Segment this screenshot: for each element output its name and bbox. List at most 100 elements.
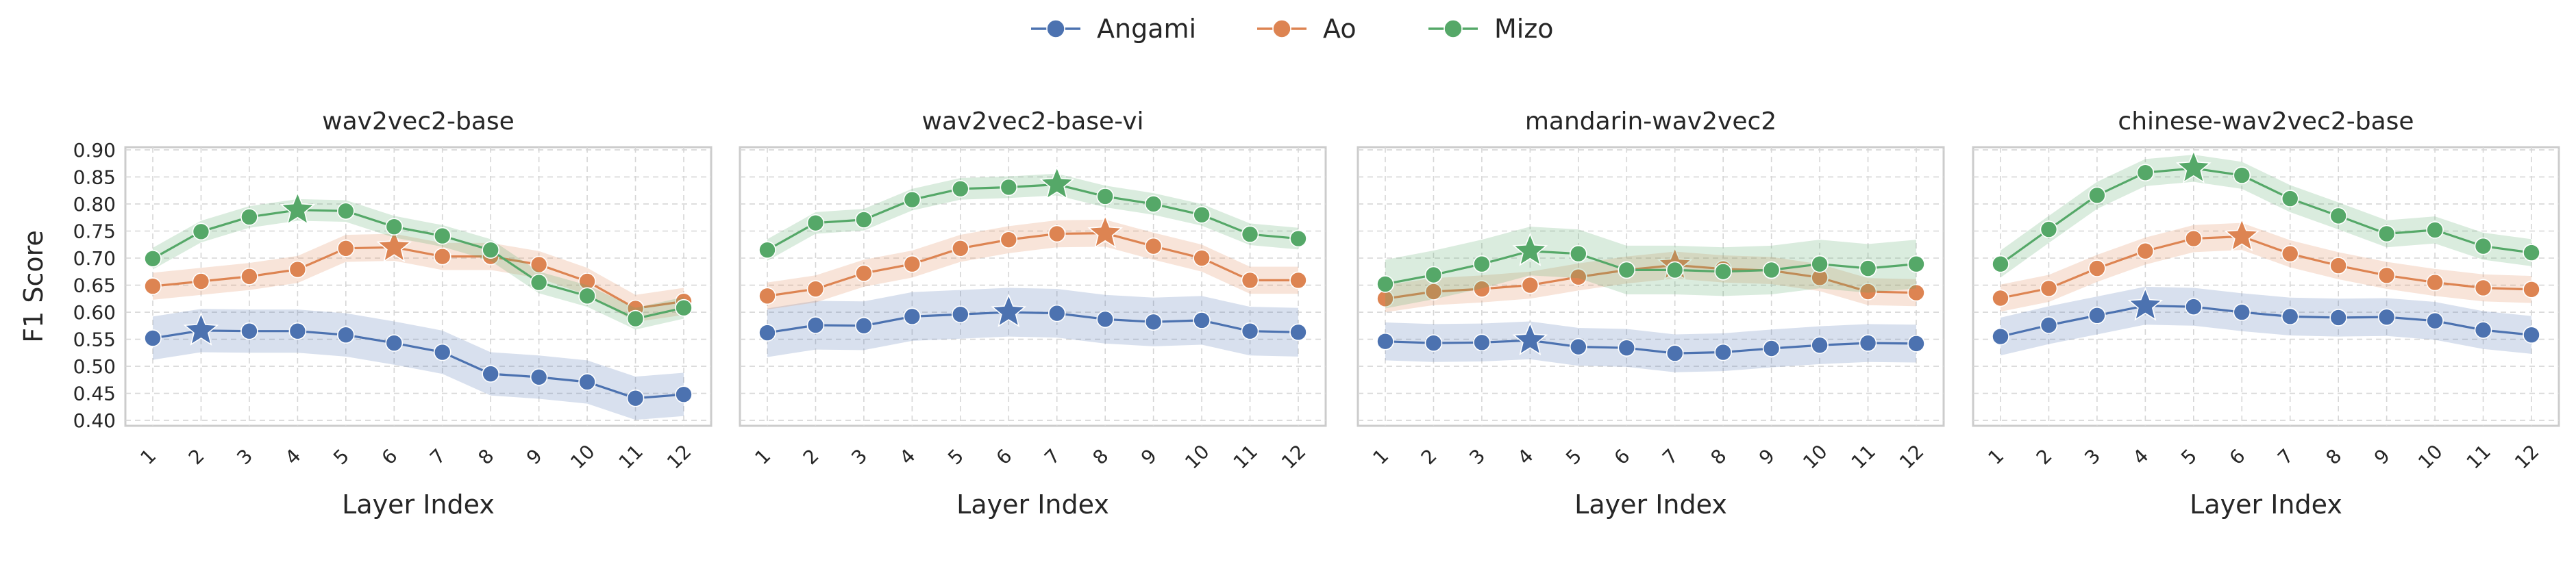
plot-area [124,146,713,427]
confidence-band-angami [1385,321,1916,372]
x-tick-label: 4 [1513,444,1538,469]
data-point-mizo [2474,237,2492,255]
data-point-angami [2040,316,2058,334]
x-tick-label: 12 [2510,440,2544,474]
legend-item-ao: Ao [1257,14,1357,44]
data-point-ao [2136,242,2155,260]
data-point-mizo [1665,261,1684,279]
data-point-angami [1048,304,1066,322]
x-tick-label: 2 [799,444,823,469]
x-tick-label: 11 [615,440,648,474]
x-tick-label: 5 [329,444,354,469]
x-tick-label: 9 [522,444,547,469]
data-point-ao [1859,283,1877,301]
data-point-ao [2329,257,2347,275]
data-point-ao [1241,271,1259,290]
x-tick-label: 2 [184,444,209,469]
confidence-band-angami [153,309,684,420]
data-point-mizo [2523,244,2540,262]
data-point-ao [758,287,776,305]
confidence-band-angami [767,288,1298,357]
x-tick-label: 3 [232,444,257,469]
x-tick-label: 9 [2370,444,2394,469]
panel-4: 1 2 3 4 5 6 7 8 9 10 11 12chinese-wav2vec2-baseLaye… [1972,107,2560,520]
data-point-angami [337,326,355,344]
series-angami [1376,321,1925,372]
legend-label-ao: Ao [1323,14,1357,44]
confidence-band-mizo [2001,155,2531,278]
data-point-ao [1992,289,2009,307]
data-point-mizo [1144,195,1163,213]
y-tick-label: 0.55 [73,329,116,351]
data-point-angami [1473,333,1491,352]
panel-title: wav2vec2-base-vi [922,107,1144,136]
data-point-angami [1193,311,1211,329]
confidence-band-ao [2001,222,2531,312]
x-tick-label: 11 [1229,440,1263,474]
x-tick-label: 7 [425,444,450,469]
data-point-angami [2377,308,2396,326]
data-point-ao [1000,231,1018,249]
data-point-mizo [1811,255,1829,273]
data-point-angami [1424,334,1443,352]
data-point-angami [1811,336,1829,355]
data-point-mizo [1193,205,1211,224]
x-tick-label: 5 [943,444,968,469]
data-point-angami [903,307,921,326]
x-tick-label: 12 [662,440,696,474]
x-tick-label: 10 [566,440,599,474]
x-tick-label: 10 [2414,440,2447,474]
confidence-band-ao [767,219,1298,310]
data-point-mizo [1376,275,1394,293]
data-point-angami [1618,339,1636,357]
data-point-angami [675,385,693,403]
x-tick-label: 6 [2225,444,2250,469]
series-mizo [758,166,1307,261]
panel-title: chinese-wav2vec2-base [2118,107,2414,136]
series-mizo [144,191,693,330]
x-tick-label: 4 [281,444,306,469]
data-point-mizo [2426,221,2444,239]
x-tick-label: 5 [1561,444,1586,469]
data-point-angami [1665,344,1684,362]
x-tick-label: 9 [1755,444,1779,469]
x-tick-label: 4 [2129,444,2153,469]
legend-item-angami: Angami [1031,14,1196,44]
data-point-angami [626,389,645,407]
data-point-mizo [578,287,596,305]
panel-title: mandarin-wav2vec2 [1525,107,1776,136]
data-point-ao [2523,281,2540,298]
x-tick-label: 1 [136,444,160,469]
best-layer-star-ao [1087,214,1124,249]
data-point-angami [1859,334,1877,352]
x-tick-label: 5 [2177,444,2201,469]
data-point-ao [1289,271,1307,290]
data-point-angami [385,334,404,352]
data-point-ao [855,264,873,282]
chart-panels: 0.40 0.45 0.50 0.55 0.60 0.65 0.70 0.75 0.80 0.85… [18,107,2560,520]
legend: Angami Ao Mizo [1031,14,1554,44]
data-point-angami [2185,298,2203,316]
data-point-angami [240,322,258,340]
legend-marker-ao [1272,19,1291,38]
x-tick-label: 8 [2321,444,2346,469]
data-point-ao [2088,259,2106,277]
data-point-mizo [855,211,873,229]
x-tick-label: 12 [1277,440,1311,474]
data-point-ao [2377,266,2396,285]
x-tick-label: 10 [1798,440,1832,474]
x-tick-label: 1 [1368,444,1393,469]
x-axis-title: Layer Index [956,489,1109,520]
data-point-angami [758,324,776,342]
data-point-angami [288,322,307,340]
data-point-mizo [952,180,969,198]
data-point-ao [433,247,451,266]
data-point-ao [337,239,355,257]
series-ao [144,229,693,322]
best-layer-star-ao [376,229,412,263]
series-ao [758,214,1307,310]
data-point-mizo [337,202,355,220]
y-tick-label: 0.80 [73,193,116,216]
